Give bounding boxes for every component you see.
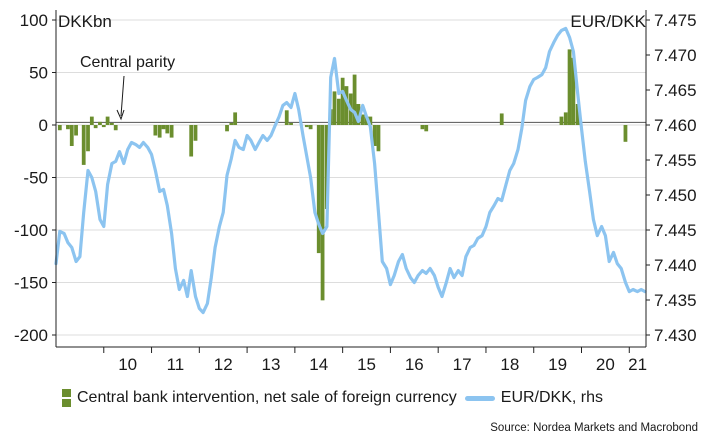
intervention-bar — [376, 125, 381, 152]
intervention-bar — [66, 125, 70, 130]
left-tick-label: -100 — [14, 221, 48, 240]
intervention-bar — [157, 125, 162, 138]
x-tick-label: 16 — [405, 355, 424, 374]
intervention-bar — [340, 77, 345, 125]
left-tick-label: 50 — [29, 64, 48, 83]
right-tick-label: 7.450 — [654, 186, 697, 205]
intervention-bar — [304, 125, 309, 128]
x-tick-label: 12 — [214, 355, 233, 374]
tick-labels: 100 50 0 -50 -100 -150 -200 7.475 7.470 7.465 7.46… — [14, 11, 697, 374]
intervention-bar — [193, 125, 198, 141]
intervention-bar — [308, 125, 313, 130]
right-tick-label: 7.455 — [654, 151, 697, 170]
intervention-bar — [69, 125, 74, 146]
intervention-bar — [368, 116, 373, 125]
intervention-bar — [93, 125, 98, 129]
intervention-bar — [105, 116, 110, 125]
left-tick-label: -150 — [14, 274, 48, 293]
intervention-bar — [320, 125, 325, 301]
legend: Central bank intervention, net sale of f… — [62, 389, 611, 407]
intervention-bar — [571, 57, 576, 125]
x-tick-label: 15 — [357, 355, 376, 374]
right-axis-unit: EUR/DKK — [570, 12, 646, 31]
intervention-bars — [57, 49, 628, 301]
intervention-bar — [332, 91, 337, 125]
line-swatch-icon — [464, 395, 495, 401]
x-tick-label: 20 — [596, 355, 615, 374]
x-tick-label: 17 — [453, 355, 472, 374]
right-tick-label: 7.430 — [654, 326, 697, 345]
intervention-bar — [344, 86, 349, 125]
left-tick-label: 0 — [39, 116, 48, 135]
intervention-bar — [89, 116, 94, 125]
intervention-bar — [86, 125, 90, 152]
x-tick-label: 14 — [309, 355, 328, 374]
legend-item-intervention: Central bank intervention, net sale of f… — [62, 389, 457, 407]
x-tick-label: 19 — [548, 355, 567, 374]
intervention-bar — [284, 110, 289, 125]
intervention-bar — [110, 122, 114, 125]
intervention-bar — [336, 98, 341, 125]
intervention-bar — [74, 125, 78, 136]
right-tick-label: 7.460 — [654, 116, 697, 135]
x-tick-label: 11 — [167, 355, 185, 374]
annotation-arrow — [116, 75, 125, 121]
intervention-bar — [567, 49, 572, 125]
eurdkk-line-group — [54, 26, 647, 315]
intervention-bar — [623, 125, 628, 142]
intervention-bar — [101, 125, 106, 128]
intervention-bar — [499, 113, 504, 125]
intervention-bar — [153, 125, 158, 136]
left-tick-label: -50 — [23, 169, 48, 188]
x-tick-label: 21 — [628, 355, 647, 374]
intervention-bar — [289, 122, 293, 125]
intervention-bar — [98, 121, 102, 125]
left-tick-label: -200 — [14, 326, 48, 345]
intervention-bar — [233, 112, 238, 125]
source-note: Source: Nordea Markets and Macrobond — [490, 422, 698, 434]
legend-item-eurdkk: EUR/DKK, rhs — [464, 389, 604, 407]
intervention-bar — [352, 74, 357, 125]
right-tick-label: 7.475 — [654, 11, 697, 30]
intervention-bar — [424, 125, 429, 132]
axes — [52, 10, 650, 353]
left-axis-unit: DKKbn — [58, 12, 112, 31]
right-tick-label: 7.470 — [654, 46, 697, 65]
right-tick-label: 7.445 — [654, 221, 697, 240]
left-tick-label: 100 — [20, 11, 48, 30]
central-parity-annotation: Central parity — [80, 54, 175, 71]
intervention-bar — [189, 125, 194, 157]
legend-label-intervention: Central bank intervention, net sale of f… — [77, 389, 457, 406]
intervention-bar — [360, 114, 365, 125]
eurdkk-line — [54, 26, 647, 315]
intervention-bar — [356, 104, 361, 125]
bar-swatch-icon — [62, 389, 71, 407]
intervention-bar — [559, 116, 564, 125]
intervention-bar — [420, 125, 425, 130]
x-tick-label: 13 — [262, 355, 281, 374]
intervention-bar — [57, 125, 62, 131]
intervention-bar — [169, 125, 174, 138]
intervention-bar — [225, 125, 229, 132]
intervention-bar — [372, 125, 377, 146]
intervention-bar — [113, 125, 118, 131]
intervention-bar — [165, 125, 170, 134]
right-tick-label: 7.440 — [654, 256, 697, 275]
intervention-bar — [161, 125, 166, 130]
x-tick-label: 10 — [118, 355, 137, 374]
x-tick-label: 18 — [500, 355, 519, 374]
right-tick-label: 7.435 — [654, 291, 697, 310]
intervention-bar — [316, 125, 321, 254]
intervention-bar — [563, 112, 568, 125]
intervention-bar — [229, 122, 234, 125]
legend-label-eurdkk: EUR/DKK, rhs — [500, 389, 604, 406]
chart: 100 50 0 -50 -100 -150 -200 7.475 7.470 7.465 7.46… — [14, 10, 697, 374]
intervention-bar — [81, 125, 86, 165]
intervention-bar — [575, 104, 580, 125]
right-tick-label: 7.465 — [654, 81, 697, 100]
